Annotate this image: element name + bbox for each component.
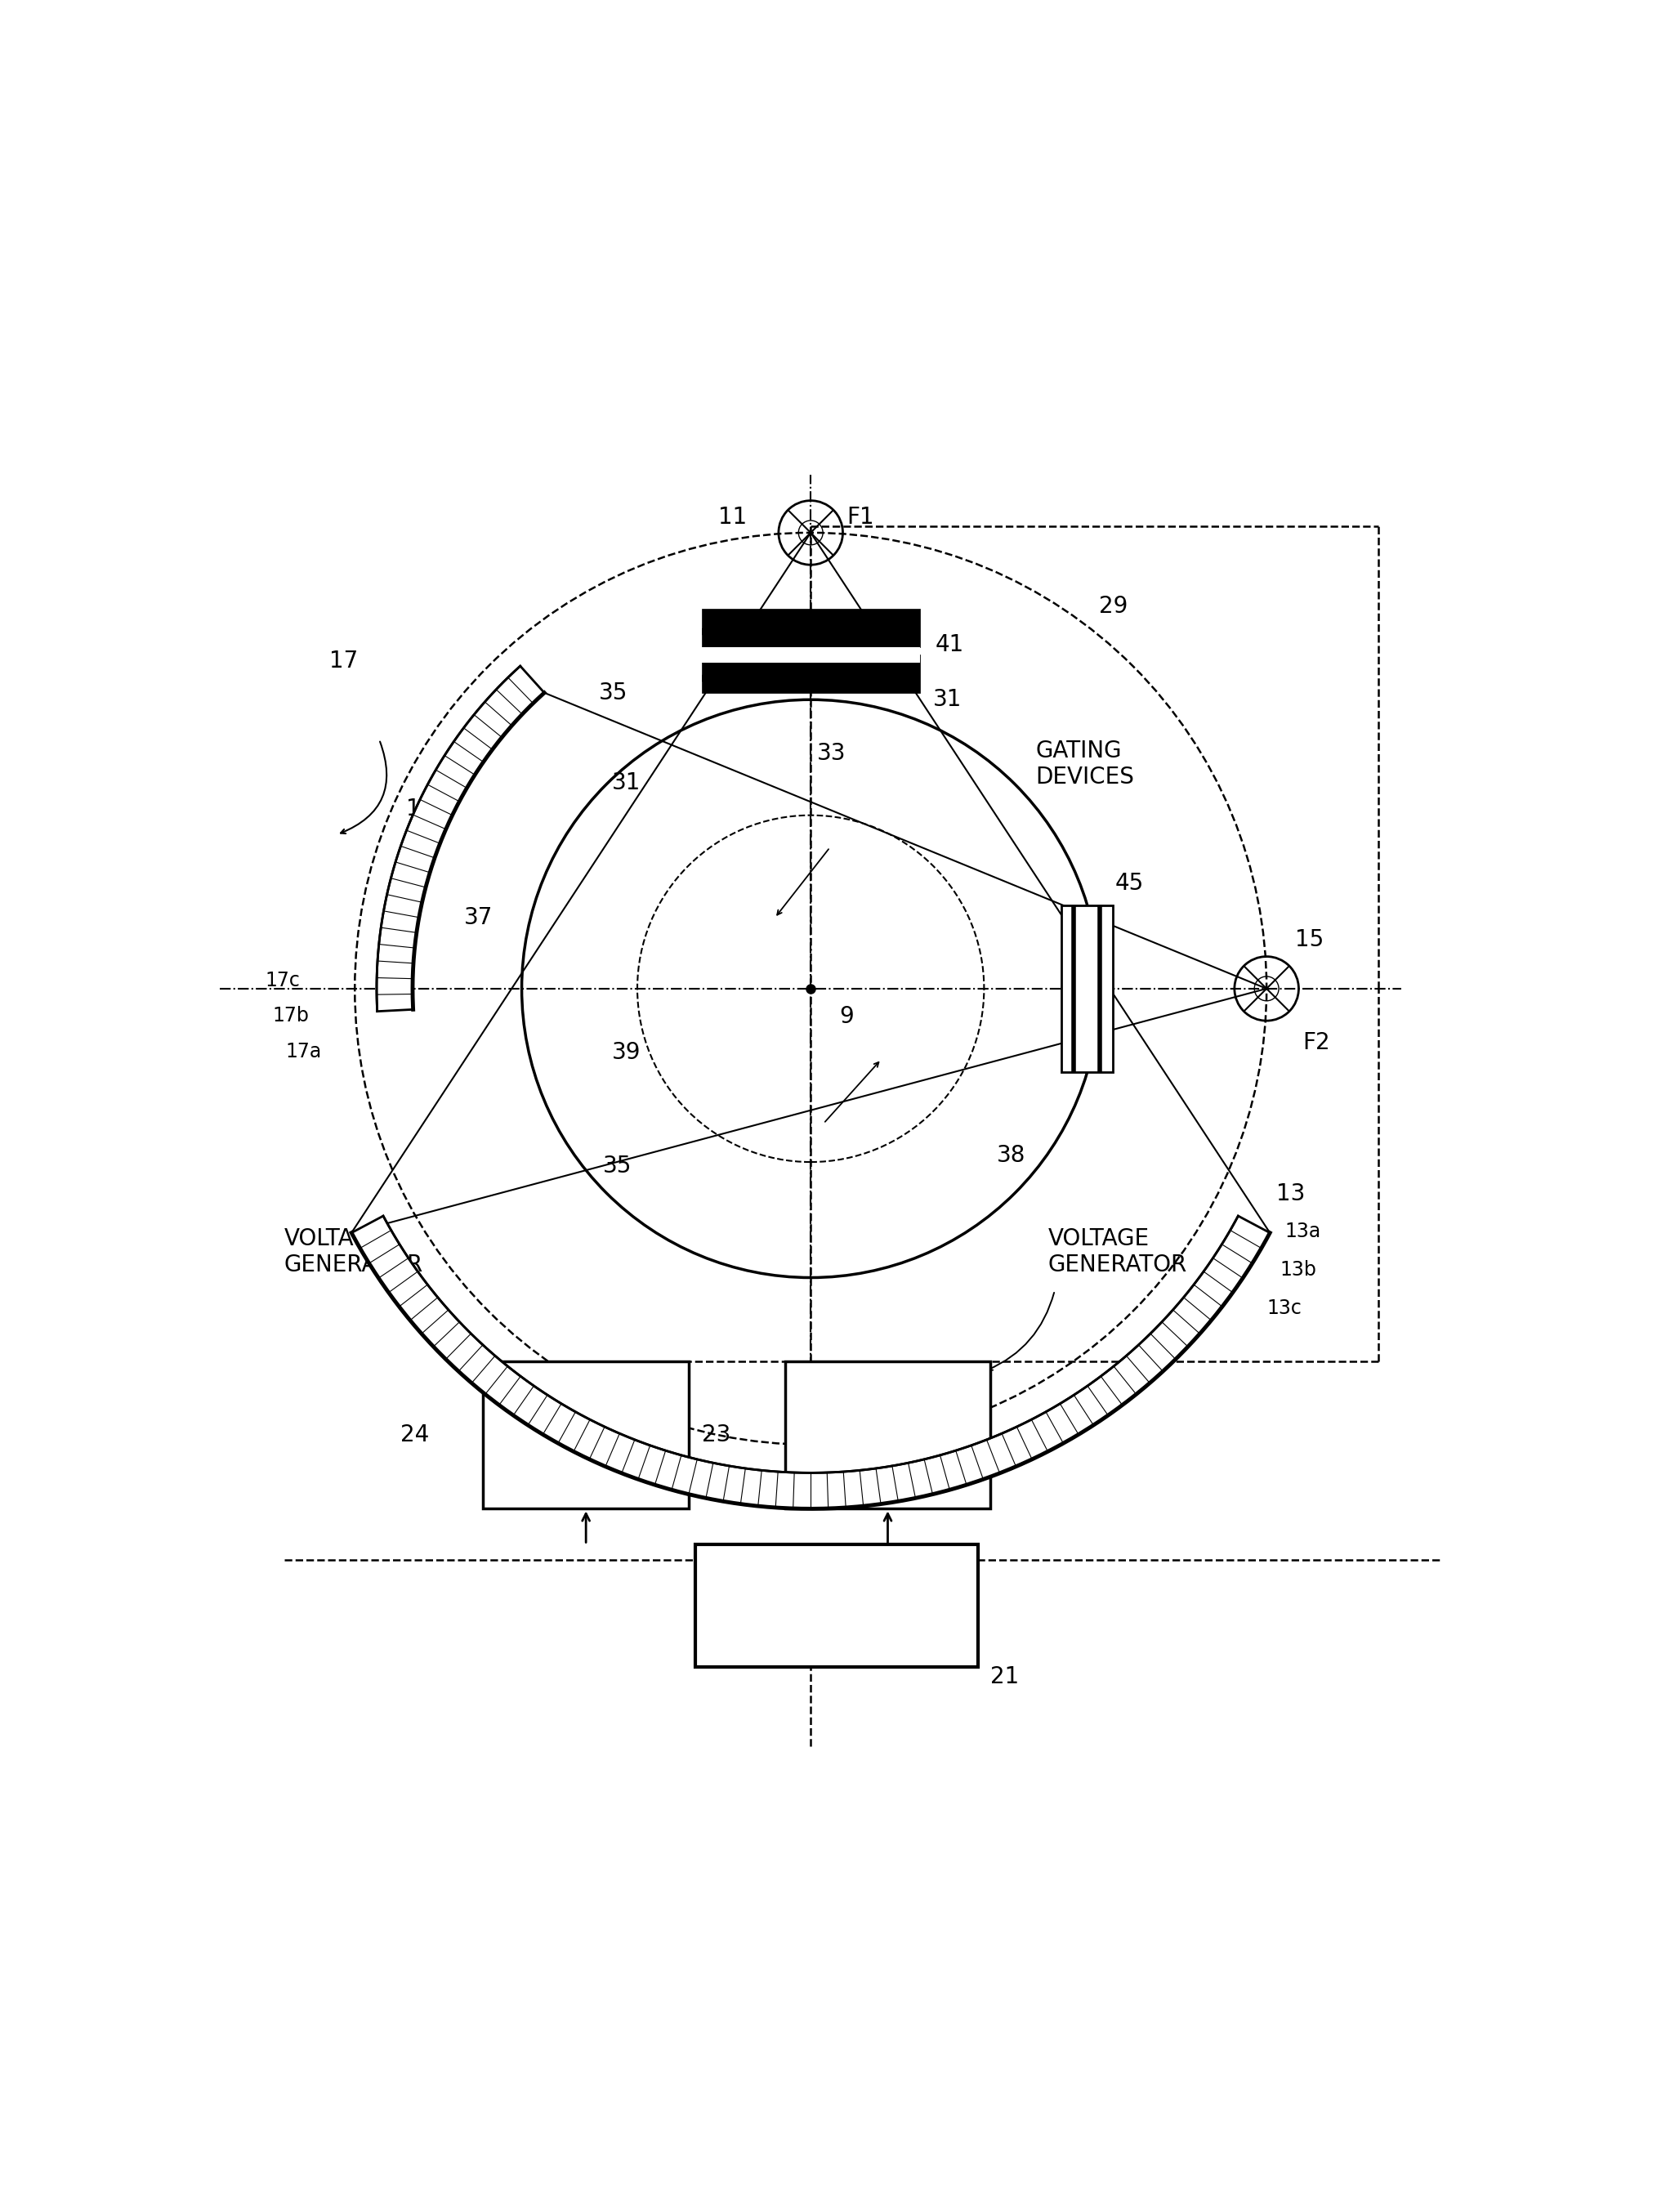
- Text: 11: 11: [717, 507, 747, 529]
- Text: 29: 29: [1099, 595, 1128, 617]
- Text: 13b: 13b: [1279, 1261, 1317, 1279]
- Text: 39: 39: [611, 1042, 641, 1064]
- Text: 9: 9: [838, 1006, 853, 1029]
- Bar: [701, 646, 920, 661]
- Text: F1: F1: [847, 507, 875, 529]
- Text: 38: 38: [998, 1144, 1026, 1168]
- Text: VOLTAGE
GENERATOR: VOLTAGE GENERATOR: [1049, 1228, 1188, 1276]
- Text: 31: 31: [933, 688, 961, 710]
- Polygon shape: [376, 666, 543, 1011]
- Text: 17b: 17b: [272, 1006, 310, 1026]
- Text: 13: 13: [1276, 1183, 1306, 1206]
- Text: 13c: 13c: [1268, 1298, 1302, 1318]
- Text: 33: 33: [817, 743, 847, 765]
- Text: 17c: 17c: [265, 971, 300, 991]
- Text: 23: 23: [703, 1425, 731, 1447]
- Text: 13a: 13a: [1286, 1221, 1321, 1241]
- Text: F2: F2: [1302, 1031, 1331, 1053]
- Bar: [484, 1360, 689, 1509]
- Text: 17a: 17a: [287, 1042, 321, 1062]
- Bar: [701, 608, 920, 646]
- Text: 37: 37: [464, 907, 492, 929]
- Bar: [785, 1360, 991, 1509]
- Bar: [701, 655, 920, 692]
- Text: 35: 35: [603, 1155, 631, 1177]
- Text: CONTROL
UNIT: CONTROL UNIT: [780, 1582, 891, 1630]
- Bar: [696, 1544, 978, 1666]
- Bar: [1060, 905, 1112, 1073]
- Text: 21: 21: [991, 1666, 1019, 1688]
- Text: 31: 31: [611, 772, 641, 794]
- Text: 17: 17: [406, 796, 436, 821]
- Text: 17: 17: [330, 650, 358, 672]
- Text: GATING
DEVICES: GATING DEVICES: [1036, 739, 1133, 787]
- Text: 24: 24: [401, 1425, 429, 1447]
- Text: 35: 35: [598, 681, 628, 706]
- Text: 15: 15: [1294, 929, 1324, 951]
- Text: 41: 41: [935, 633, 964, 657]
- Text: 45: 45: [1115, 872, 1143, 896]
- Text: VOLTAGE
GENERATOR: VOLTAGE GENERATOR: [285, 1228, 423, 1276]
- Polygon shape: [351, 1217, 1269, 1509]
